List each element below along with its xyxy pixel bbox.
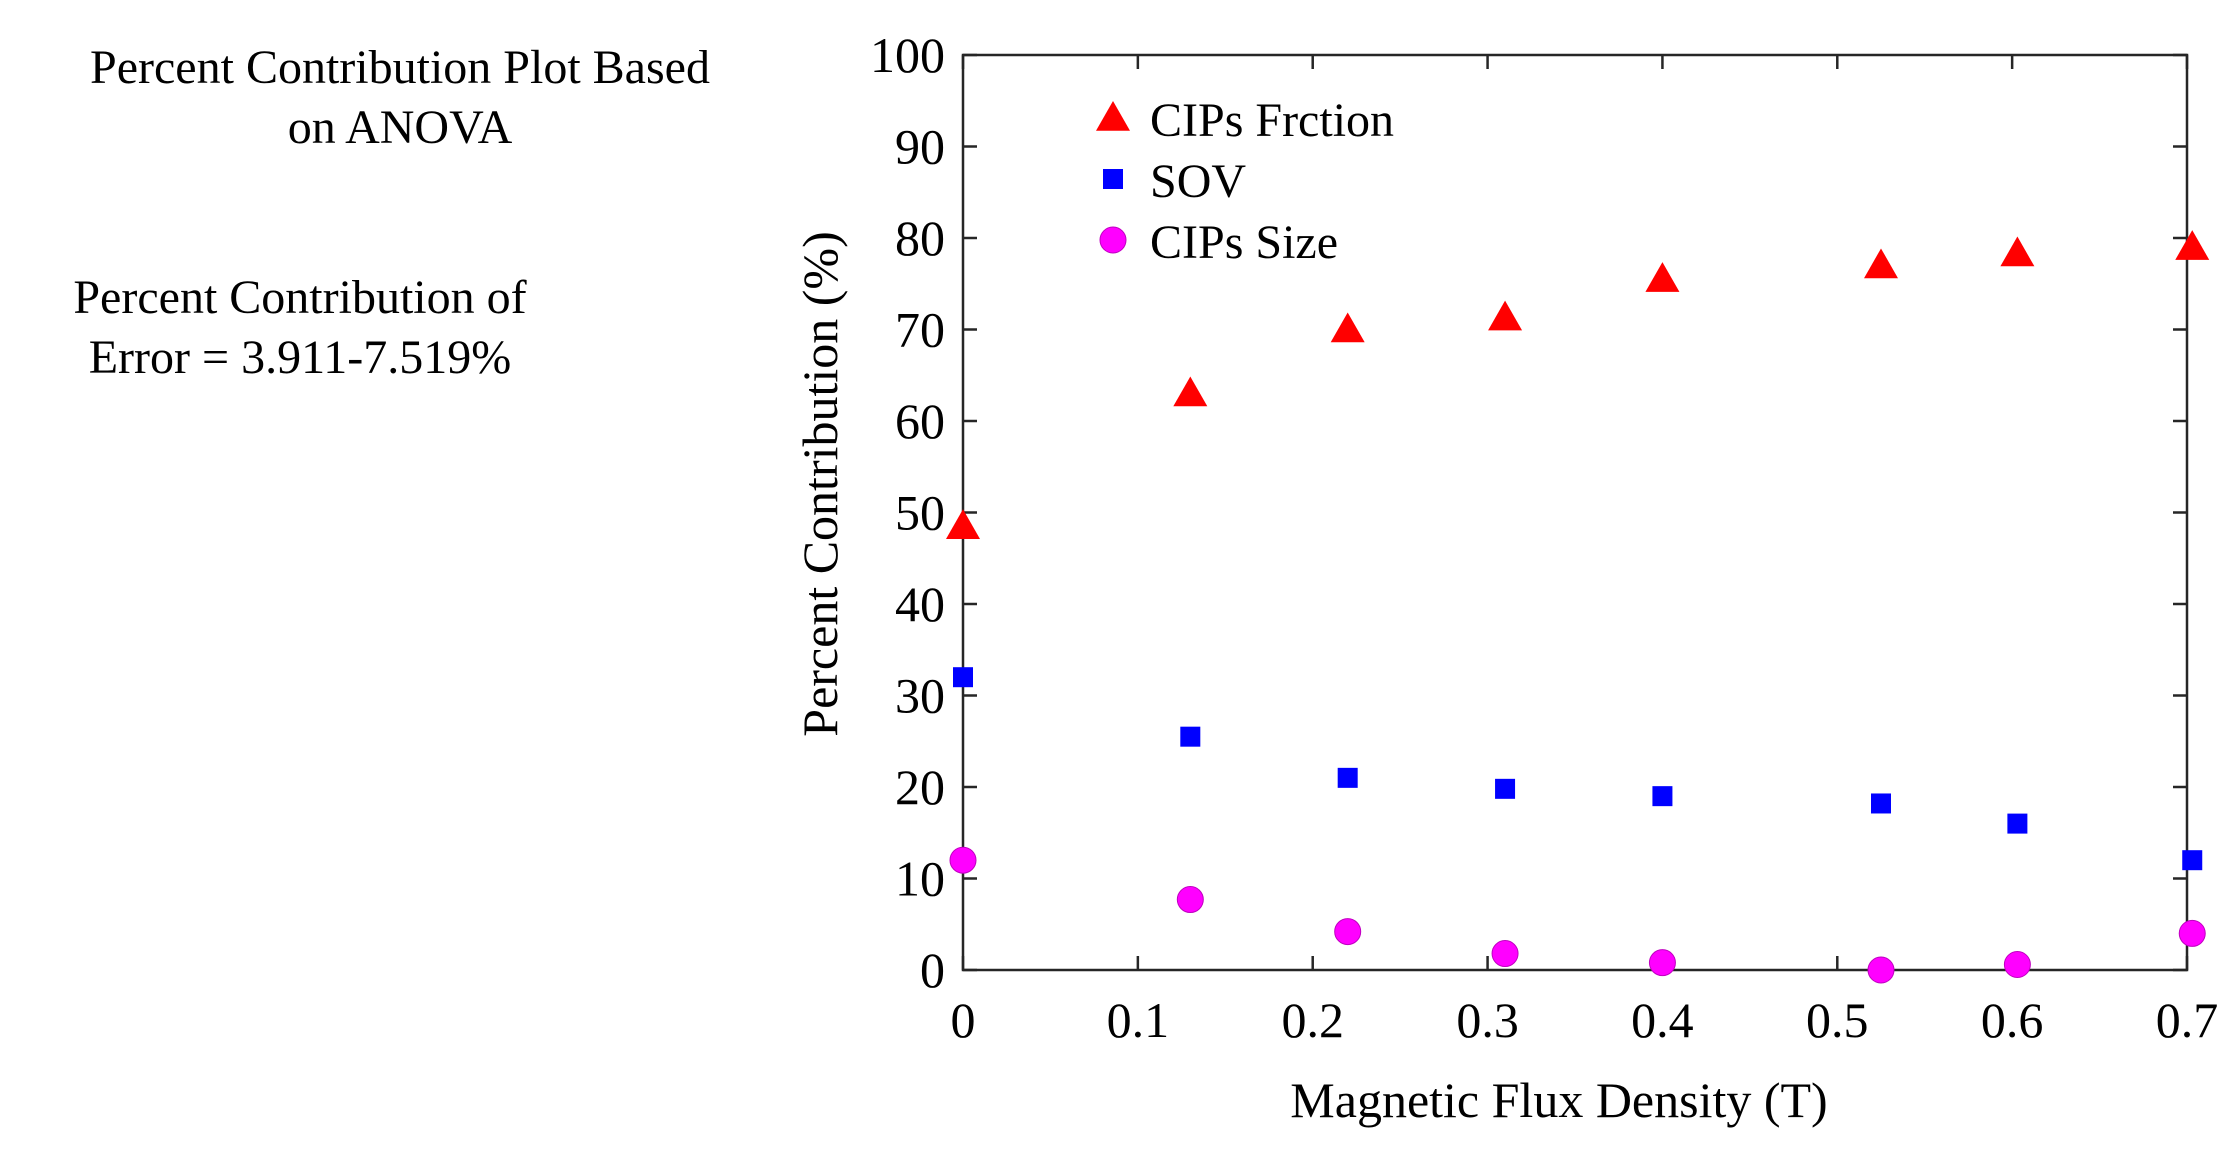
y-tick-label: 30: [895, 668, 945, 724]
data-point-sov: [1337, 767, 1358, 788]
y-tick-label: 90: [895, 119, 945, 175]
x-tick-label: 0: [951, 992, 976, 1048]
annotation-error-line2: Error = 3.911-7.519%: [88, 331, 512, 384]
y-axis-label: Percent Contribution (%): [792, 231, 848, 736]
x-tick-label: 0.5: [1806, 992, 1869, 1048]
x-tick-label: 0.7: [2156, 992, 2219, 1048]
y-tick-label: 0: [920, 942, 945, 998]
annotation-plot-title-line2: on ANOVA: [287, 101, 513, 154]
data-point-sov: [1652, 786, 1673, 807]
data-point-cips-frction: [2000, 236, 2035, 267]
data-point-sov: [953, 667, 973, 688]
y-tick-label: 80: [895, 210, 945, 266]
legend: CIPs Frction SOV CIPs Size: [1096, 94, 1394, 269]
plot-area-frame: [961, 53, 2189, 972]
data-point-cips-frction: [1488, 300, 1523, 331]
y-tick-label: 40: [895, 576, 945, 632]
x-tick-label: 0.2: [1281, 992, 1344, 1048]
data-point-cips-frction: [1864, 248, 1898, 279]
data-point-cips-size: [1867, 956, 1895, 984]
data-point-cips-frction: [1173, 376, 1208, 407]
x-tick-label: 0.1: [1107, 992, 1170, 1048]
annotation-error-line1: Percent Contribution of: [73, 271, 527, 324]
axes: 0 0.1 0.2 0.3 0.4 0.5 0.6 0.7 0 10 20 30 40 50 60 70 80 9…: [870, 27, 2218, 1048]
data-point-cips-frction: [946, 509, 980, 539]
data-point-sov: [2007, 813, 2028, 834]
y-tick-label: 50: [895, 485, 945, 541]
annotation-error-range: Percent Contribution of Error = 3.911-7.…: [20, 268, 580, 388]
data-point-cips-frction: [2175, 230, 2210, 260]
x-tick-label: 0.3: [1456, 992, 1519, 1048]
data-point-cips-size: [1176, 886, 1204, 914]
data-point-cips-size: [1334, 918, 1362, 946]
legend-marker-cips-frction: [1096, 101, 1130, 131]
data-point-cips-size: [2178, 919, 2206, 947]
y-tick-label: 60: [895, 393, 945, 449]
y-tick-label: 70: [895, 302, 945, 358]
x-tick-label: 0.6: [1981, 992, 2044, 1048]
legend-label-sov: SOV: [1150, 155, 1246, 208]
data-point-cips-size: [2003, 951, 2031, 979]
data-point-cips-frction: [1330, 312, 1365, 343]
y-tick-label: 100: [870, 27, 945, 83]
data-point-sov: [1871, 793, 1891, 814]
data-point-cips-size: [1648, 949, 1676, 977]
legend-marker-cips-size: [1099, 226, 1127, 254]
x-axis-label: Magnetic Flux Density (T): [1290, 1072, 1827, 1128]
data-point-sov: [1180, 726, 1201, 747]
data-point-sov: [1495, 778, 1516, 799]
legend-label-cips-size: CIPs Size: [1150, 216, 1338, 269]
annotation-plot-title-line1: Percent Contribution Plot Based: [90, 41, 710, 94]
data-marks: [946, 230, 2210, 984]
y-tick-label: 20: [895, 759, 945, 815]
data-point-cips-size: [949, 846, 977, 874]
x-tick-label: 0.4: [1631, 992, 1694, 1048]
legend-marker-sov: [1103, 169, 1123, 189]
data-point-sov: [2182, 850, 2203, 871]
annotation-plot-title: Percent Contribution Plot Based on ANOVA: [20, 38, 780, 158]
data-point-cips-frction: [1645, 262, 1680, 292]
y-tick-label: 10: [895, 851, 945, 907]
legend-label-cips-frction: CIPs Frction: [1150, 94, 1394, 147]
data-point-cips-size: [1491, 940, 1519, 968]
